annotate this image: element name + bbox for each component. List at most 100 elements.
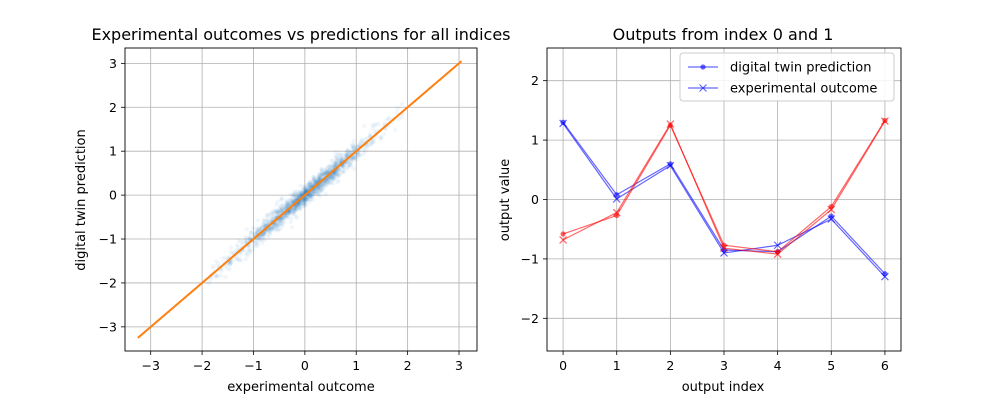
- scatter-point: [290, 211, 296, 217]
- scatter-point: [290, 199, 296, 204]
- scatter-point: [298, 191, 303, 196]
- scatter-point: [364, 143, 370, 149]
- scatter-point: [300, 200, 305, 206]
- scatter-point: [288, 219, 294, 224]
- line-xtick-label: 1: [613, 358, 621, 373]
- scatter-point: [333, 161, 338, 167]
- scatter-point: [318, 172, 323, 178]
- scatter-point: [304, 188, 309, 193]
- scatter-point: [265, 214, 270, 219]
- scatter-point: [254, 241, 260, 246]
- scatter-point: [305, 196, 311, 201]
- scatter-point: [316, 185, 321, 191]
- scatter-point: [302, 184, 307, 189]
- scatter-point: [308, 194, 313, 199]
- scatter-point: [206, 280, 212, 286]
- scatter-point: [279, 207, 284, 213]
- scatter-point: [288, 201, 293, 206]
- scatter-point: [257, 237, 262, 242]
- scatter-point: [316, 184, 321, 190]
- scatter-point: [345, 148, 350, 154]
- scatter-point: [274, 207, 279, 213]
- scatter-point: [268, 211, 274, 216]
- scatter-point: [276, 221, 282, 227]
- scatter-point: [289, 199, 294, 205]
- scatter-point: [330, 164, 336, 169]
- scatter-point: [298, 201, 304, 207]
- scatter-point: [299, 199, 305, 204]
- scatter-point: [277, 218, 282, 224]
- scatter-point: [291, 209, 296, 214]
- scatter-point: [276, 209, 282, 215]
- scatter-point: [320, 172, 325, 177]
- scatter-point: [305, 196, 311, 201]
- scatter-point: [337, 152, 342, 158]
- line-panel: Outputs from index 0 and 1 output index …: [498, 25, 902, 395]
- scatter-point: [255, 218, 261, 223]
- scatter-point: [240, 242, 245, 248]
- scatter-point: [374, 122, 379, 127]
- scatter-point: [327, 168, 332, 173]
- scatter-point: [318, 187, 323, 192]
- scatter-point: [302, 189, 307, 194]
- scatter-point: [307, 180, 313, 185]
- scatter-point: [334, 171, 340, 176]
- scatter-point: [261, 217, 266, 223]
- scatter-point: [274, 202, 279, 208]
- scatter-point: [300, 187, 306, 192]
- scatter-point: [378, 134, 384, 140]
- scatter-point: [276, 226, 282, 231]
- scatter-point: [357, 140, 363, 145]
- line-xtick-label: 3: [720, 358, 728, 373]
- scatter-point: [273, 222, 279, 227]
- scatter-point: [305, 182, 310, 188]
- scatter-point: [328, 175, 333, 181]
- scatter-point: [334, 160, 339, 165]
- scatter-point: [302, 204, 307, 209]
- scatter-point: [337, 170, 342, 175]
- scatter-point: [271, 215, 276, 220]
- scatter-point: [227, 261, 232, 267]
- scatter-point: [344, 153, 349, 158]
- scatter-point: [314, 178, 319, 184]
- scatter-point: [296, 201, 302, 206]
- scatter-point: [291, 194, 296, 199]
- scatter-point: [214, 263, 220, 268]
- scatter-point: [344, 166, 349, 172]
- scatter-point: [285, 203, 291, 208]
- scatter-point: [352, 154, 358, 159]
- scatter-point: [383, 127, 388, 132]
- scatter-point: [234, 242, 240, 248]
- scatter-point: [360, 152, 365, 157]
- scatter-point: [271, 210, 276, 215]
- scatter-point: [351, 143, 356, 148]
- scatter-point: [302, 198, 307, 203]
- scatter-point: [306, 185, 311, 190]
- scatter-point: [348, 162, 353, 167]
- scatter-point: [247, 246, 252, 252]
- scatter-point: [259, 225, 264, 230]
- scatter-point: [331, 175, 336, 181]
- scatter-point: [350, 141, 355, 147]
- series-0-outcome: [559, 119, 889, 281]
- scatter-point: [341, 165, 346, 170]
- scatter-point: [322, 171, 327, 176]
- line-ytick-label: 2: [531, 73, 539, 88]
- scatter-point: [307, 194, 313, 199]
- scatter-point: [301, 188, 306, 193]
- scatter-point: [284, 204, 289, 210]
- scatter-point: [322, 181, 328, 186]
- scatter-point: [317, 185, 323, 190]
- scatter-point: [280, 215, 285, 220]
- scatter-point: [253, 243, 258, 248]
- scatter-point: [294, 195, 300, 200]
- scatter-point: [270, 227, 275, 232]
- scatter-point: [243, 256, 249, 262]
- scatter-point: [330, 163, 335, 168]
- scatter-point: [349, 143, 355, 149]
- series-point: [827, 205, 836, 214]
- scatter-point: [293, 195, 299, 200]
- scatter-point: [351, 138, 357, 143]
- scatter-point: [316, 188, 321, 194]
- scatter-point: [297, 189, 303, 195]
